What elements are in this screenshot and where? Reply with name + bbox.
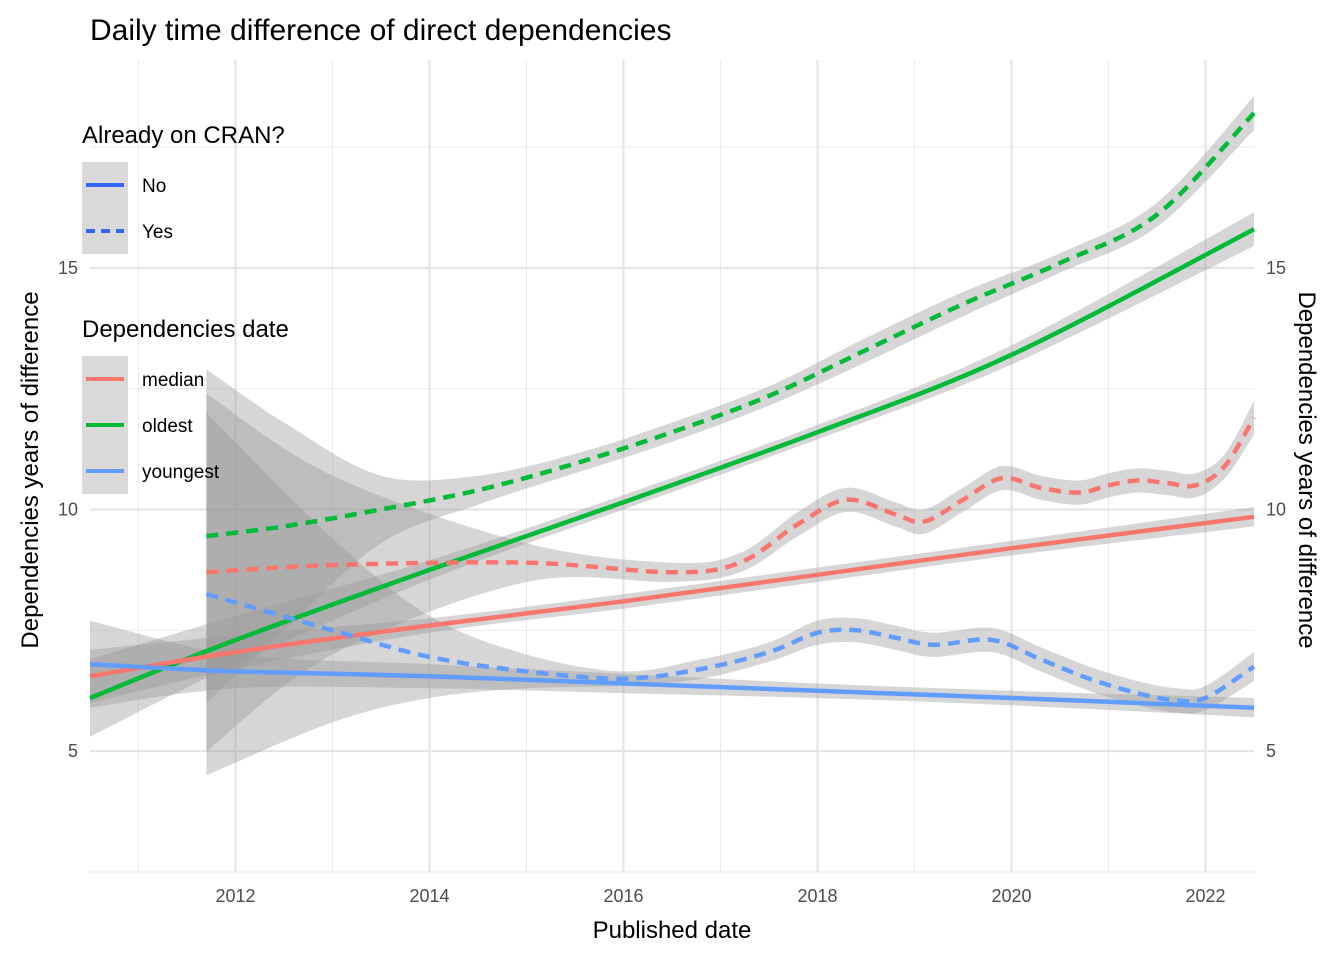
x-tick-label: 2012	[215, 886, 255, 906]
x-tick-label: 2022	[1185, 886, 1225, 906]
ribbon-youngest-yes	[206, 412, 1254, 776]
chart-title: Daily time difference of direct dependen…	[90, 14, 671, 47]
grid-lines	[90, 60, 1254, 873]
y-axis-title-left: Dependencies years of difference	[17, 291, 44, 648]
x-tick-label: 2014	[409, 886, 449, 906]
x-tick-label: 2016	[603, 886, 643, 906]
legend-title-dependencies-date: Dependencies date	[82, 316, 289, 343]
ribbon-median-yes	[206, 393, 1254, 752]
series-line-youngest-no	[89, 661, 1255, 710]
y-axis-title-right: Dependencies years of difference	[1293, 291, 1320, 648]
legend-label-no: No	[142, 176, 166, 197]
y-tick-label-right: 5	[1266, 741, 1276, 761]
legend-label-youngest: youngest	[142, 462, 220, 483]
series-line-median-yes	[206, 416, 1256, 575]
ribbon-youngest-no	[90, 620, 1254, 718]
series-line-median-no	[89, 514, 1255, 679]
legend-cran: Already on CRAN? No Yes	[82, 122, 285, 254]
tick-labels: 2012 2014 2016 2018 2020 2022 5 5 10 10 15 15	[58, 258, 1286, 906]
legend-label-oldest: oldest	[142, 416, 193, 437]
y-tick-label-right: 15	[1266, 258, 1286, 278]
legend-key-background	[82, 162, 128, 254]
x-tick-label: 2020	[991, 886, 1031, 906]
legend-label-median: median	[142, 370, 204, 391]
legend-label-yes: Yes	[142, 222, 173, 243]
series-line-oldest-no	[89, 227, 1256, 701]
y-tick-label-left: 5	[68, 741, 78, 761]
legend-title-cran: Already on CRAN?	[82, 122, 285, 149]
legend-dependencies-date: Dependencies date median oldest youngest	[82, 316, 289, 494]
y-tick-label-left: 15	[58, 258, 78, 278]
y-tick-label-left: 10	[58, 500, 78, 520]
series-line-oldest-yes	[206, 111, 1256, 539]
y-tick-label-right: 10	[1266, 500, 1286, 520]
x-tick-label: 2018	[797, 886, 837, 906]
series-lines	[89, 111, 1256, 710]
series-line-youngest-yes	[205, 591, 1256, 704]
x-axis-title: Published date	[593, 917, 752, 944]
